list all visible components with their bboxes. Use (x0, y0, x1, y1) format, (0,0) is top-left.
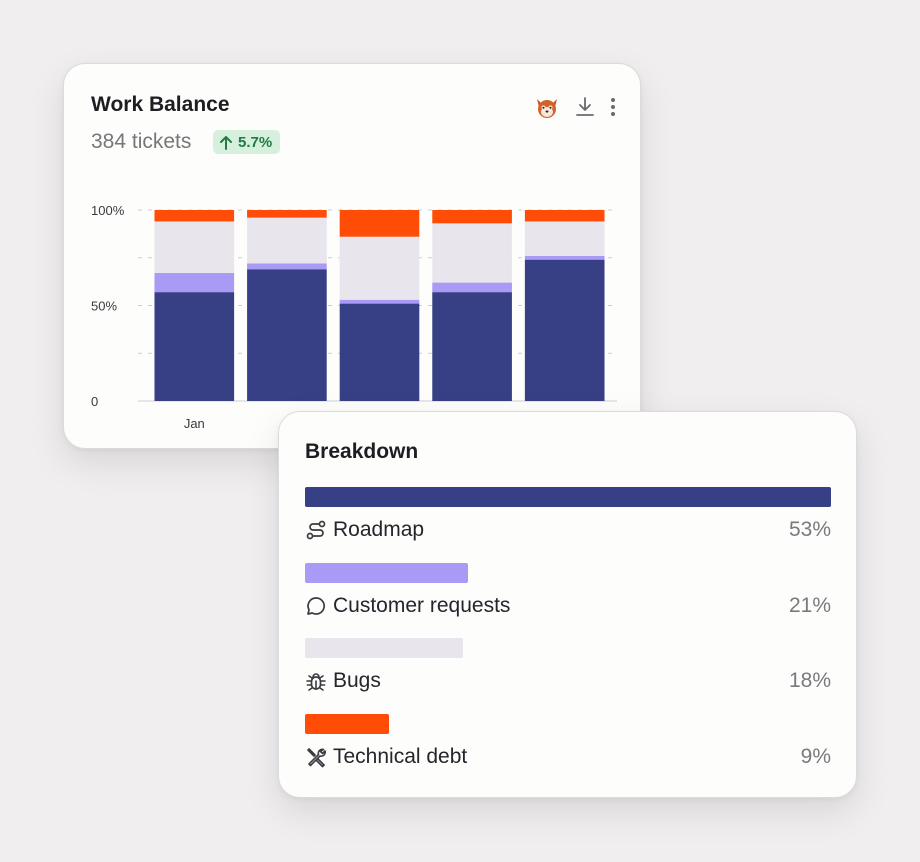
change-badge: 5.7% (213, 130, 281, 154)
bar-segment (247, 210, 327, 218)
x-tick-label: Jan (184, 416, 205, 431)
breakdown-bar (305, 487, 831, 507)
bar-segment (154, 210, 235, 222)
bar-segment (247, 263, 327, 270)
breakdown-card: Breakdown Roadmap 53% Customer requests … (278, 411, 857, 798)
breakdown-percent: 21% (788, 594, 831, 617)
bar-segment (154, 292, 235, 401)
bar-segment (339, 236, 420, 300)
breakdown-item-technical-debt: Technical debt 9% (305, 714, 831, 774)
bar-segment (524, 210, 605, 222)
more-vertical-icon[interactable] (606, 96, 620, 118)
breakdown-percent: 9% (800, 745, 831, 768)
breakdown-label: Technical debt (333, 745, 468, 768)
work-balance-card: Work Balance 384 tickets 5.7% 0 50% 100% Ja… (63, 63, 641, 449)
breakdown-item-customer-requests: Customer requests 21% (305, 563, 831, 623)
y-tick-label: 0 (91, 394, 98, 409)
breakdown-label: Customer requests (333, 594, 511, 617)
breakdown-percent: 53% (788, 518, 831, 541)
bar-segment (524, 259, 605, 401)
ticket-count: 384 tickets (91, 130, 192, 153)
bug-icon (306, 673, 326, 691)
breakdown-bar (305, 563, 469, 583)
bar-segment (154, 273, 235, 293)
arrow-up-icon (220, 135, 232, 150)
stacked-bar-chart: 0 50% 100% Jan (91, 203, 617, 431)
change-value: 5.7% (238, 133, 273, 151)
breakdown-item-bugs: Bugs 18% (305, 638, 831, 698)
bar-segment (432, 292, 512, 401)
breakdown-bar (305, 638, 463, 658)
chat-bubble-icon (307, 597, 325, 615)
avatar-icon[interactable] (534, 94, 560, 120)
y-tick-label: 100% (91, 203, 125, 218)
y-tick-label: 50% (91, 299, 117, 314)
bar-segment (524, 255, 605, 260)
bar-segment (154, 221, 235, 274)
breakdown-percent: 18% (788, 669, 831, 692)
breakdown-item-roadmap: Roadmap 53% (305, 487, 831, 547)
breakdown-label: Roadmap (333, 518, 425, 541)
breakdown-bar (305, 714, 390, 734)
card-title: Work Balance (91, 93, 230, 116)
breakdown-label: Bugs (333, 669, 381, 692)
download-icon[interactable] (574, 96, 596, 118)
bar-segment (432, 282, 512, 293)
bar-segment (432, 210, 512, 224)
bar-segment (432, 223, 512, 283)
route-icon (306, 520, 326, 540)
bar-segment (524, 221, 605, 256)
bar-segment (339, 303, 420, 401)
bar-segment (339, 210, 420, 237)
bar-segment (247, 217, 327, 264)
card-actions (534, 94, 620, 120)
bar-segment (339, 299, 420, 304)
wrench-icon (307, 748, 326, 768)
bar-segment (247, 269, 327, 401)
breakdown-title: Breakdown (305, 440, 419, 463)
